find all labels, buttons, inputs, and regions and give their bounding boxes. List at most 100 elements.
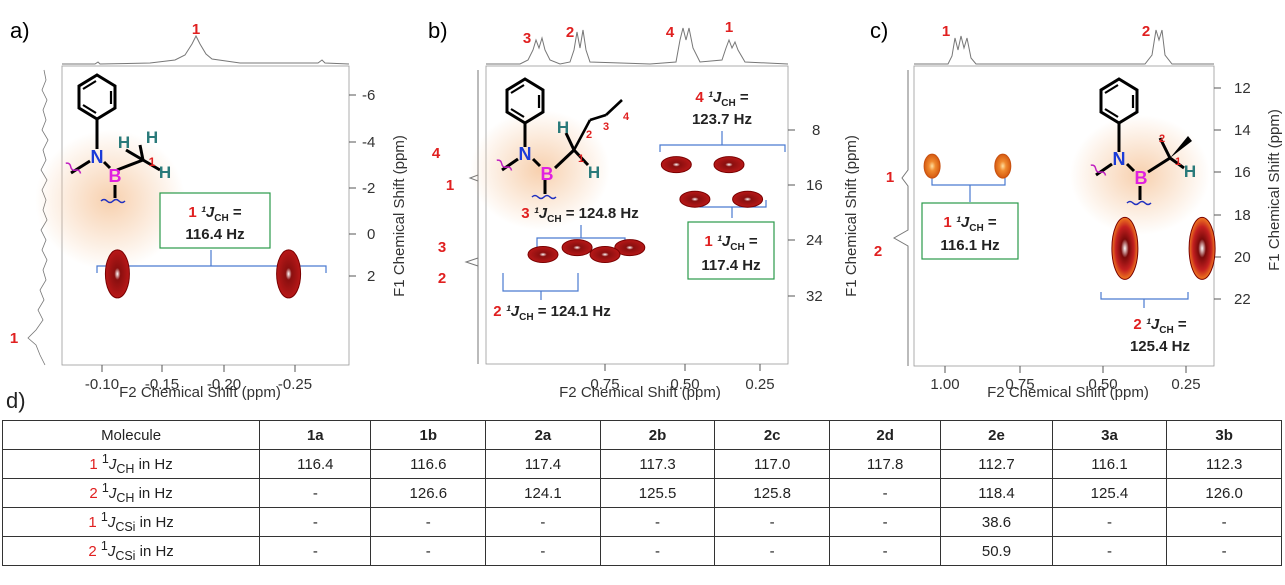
y-tick-label: 16: [1234, 164, 1251, 181]
atom-position-label: 1: [149, 155, 156, 169]
table-cell: 116.6: [370, 449, 487, 479]
table-cell: -: [259, 536, 372, 566]
table-cell: -: [828, 507, 942, 537]
table-cell: -: [828, 536, 942, 566]
table-row: 1 1JCH in Hz 116.4 116.6 117.4 117.3 117.0 117…: [1, 449, 1282, 479]
panel-a-coupling-box: [159, 192, 271, 249]
y-tick-label: 12: [1234, 80, 1251, 97]
cross-peak-1: [276, 249, 302, 299]
cross-peak-1: [923, 153, 941, 179]
panel-b-frame: [485, 65, 789, 365]
y-tick-label: 32: [806, 288, 823, 305]
table-cell: -: [485, 536, 601, 566]
coupling-constants-table: Molecule 1a 1b 2a 2b 2c 2d 2e 3a 3b 1 1J…: [1, 420, 1282, 566]
panel-a-label: a): [10, 18, 30, 43]
atom-b: B: [541, 164, 554, 184]
panel-b-coupling2-bracket: [502, 273, 579, 300]
panel-b-y-ticks: 8 16 24 32: [788, 122, 823, 305]
panel-b-x-axis-label: F2 Chemical Shift (ppm): [559, 384, 721, 400]
atom-h: H: [588, 163, 600, 182]
peak-label: 1: [725, 19, 733, 36]
row-label: 2 1JCH in Hz: [1, 478, 261, 508]
x-tick-label: 0.75: [590, 376, 619, 393]
x-tick-label: 1.00: [930, 376, 959, 393]
peak-label: 1: [886, 169, 894, 186]
panel-a-x-axis-label: F2 Chemical Shift (ppm): [119, 384, 281, 400]
panel-b: b) 8 16 24 32 F1 Chemical Shift (ppm) 0.…: [428, 18, 860, 400]
row-label: 1 1JCH in Hz: [1, 449, 261, 479]
panel-c-label: c): [870, 18, 888, 43]
x-tick-label: 0.50: [1088, 376, 1117, 393]
y-tick-label: 22: [1234, 291, 1251, 308]
peak-label: 2: [566, 24, 574, 41]
peak-label: 4: [666, 24, 675, 41]
y-tick-label: 20: [1234, 249, 1251, 266]
molecule-b: N B H H 1 2 3 4: [470, 77, 630, 230]
panel-b-coupling4-line1: 4 ¹JCH =: [695, 89, 748, 109]
table-cell: -: [714, 507, 830, 537]
table-cell: 116.4: [259, 449, 372, 479]
panel-b-y-axis-label: F1 Chemical Shift (ppm): [843, 135, 860, 297]
cross-peak-4: [660, 156, 692, 174]
panel-c-y-ticks: 12 14 16 18 20 22: [1214, 80, 1251, 308]
table-cell: -: [485, 507, 601, 537]
panel-a-x-ticks: -0.10 -0.15 -0.20 -0.25: [85, 365, 312, 393]
table-row: 2 1JCH in Hz -126.6 124.1 125.5 125.8-118.4 1…: [1, 478, 1282, 508]
table-cell: -: [599, 536, 716, 566]
x-tick-label: 0.75: [1005, 376, 1034, 393]
y-tick-label: 14: [1234, 122, 1251, 139]
cross-peak-2: [1188, 216, 1216, 280]
atom-h: H: [146, 128, 158, 147]
panel-b-top-projection: [486, 27, 789, 65]
table-cell: 50.9: [940, 536, 1053, 566]
cross-peak-1: [679, 190, 711, 208]
panel-b-coupling4-value: 123.7 Hz: [692, 111, 752, 128]
panel-c-left-projection: [892, 70, 909, 366]
atom-position-label: 2: [1159, 133, 1165, 145]
atom-n: N: [91, 147, 104, 167]
table-row: 1 1JCSi in Hz - - - - - -38.6- -: [1, 507, 1282, 537]
panel-c-coupling2-value: 125.4 Hz: [1130, 338, 1190, 355]
table-cell: 125.8: [714, 478, 830, 508]
panel-b-coupling2-label: 2 ¹JCH = 124.1 Hz: [493, 303, 610, 323]
panel-c-coupling1-value: 116.1 Hz: [940, 237, 999, 254]
x-tick-label: 0.25: [1171, 376, 1200, 393]
row-label: 2 1JCSi in Hz: [1, 536, 261, 566]
table-cell: -: [259, 507, 372, 537]
panel-c-coupling2-bracket: [1100, 292, 1189, 308]
table-cell: -: [370, 536, 487, 566]
y-tick-label: 8: [812, 122, 820, 139]
x-tick-label: 0.50: [670, 376, 699, 393]
cross-peak-2: [1111, 216, 1139, 280]
cross-peak-1: [994, 153, 1012, 179]
hsqc-spectra: a) -6 -4 -2 0 2 F1 Chemical Shift (ppm) …: [10, 18, 1283, 400]
y-tick-label: 2: [367, 268, 375, 285]
table-cell: -: [599, 507, 716, 537]
cross-peak-3: [561, 239, 593, 257]
panel-c-frame: [913, 65, 1215, 367]
molecule-c: N B H 1 2: [1070, 77, 1210, 235]
panel-c: c) 12 14 16 18 20 22 F1 Chemical Shift (…: [870, 18, 1283, 400]
panel-a-coupling-bracket: [96, 250, 327, 273]
panel-c-x-axis-label: F2 Chemical Shift (ppm): [987, 384, 1149, 400]
atom-h: H: [1184, 162, 1196, 181]
y-tick-label: 16: [806, 177, 823, 194]
table-header-cell: 1a: [259, 420, 372, 450]
panel-c-coupling2-line1: 2 ¹JCH =: [1133, 316, 1186, 336]
x-tick-label: 0.25: [745, 376, 774, 393]
table-cell: 38.6: [940, 507, 1053, 537]
panel-b-top-peak-labels: 3 2 4 1: [523, 19, 733, 47]
atom-b: B: [109, 166, 122, 186]
atom-h: H: [118, 133, 130, 152]
panel-b-left-peak-labels: 4 1 3 2: [432, 145, 454, 287]
panel-b-coupling4-bracket: [659, 131, 786, 152]
table-header-cell: 2a: [485, 420, 601, 450]
peak-label: 1: [192, 21, 200, 38]
cross-peak-2: [527, 246, 559, 263]
cross-peak-2: [589, 246, 621, 263]
table-cell: 117.0: [714, 449, 830, 479]
row-label: 1 1JCSi in Hz: [1, 507, 261, 537]
table-header-cell: 2d: [828, 420, 942, 450]
table-cell: -: [259, 478, 372, 508]
panel-b-coupling1-box: [687, 221, 775, 280]
